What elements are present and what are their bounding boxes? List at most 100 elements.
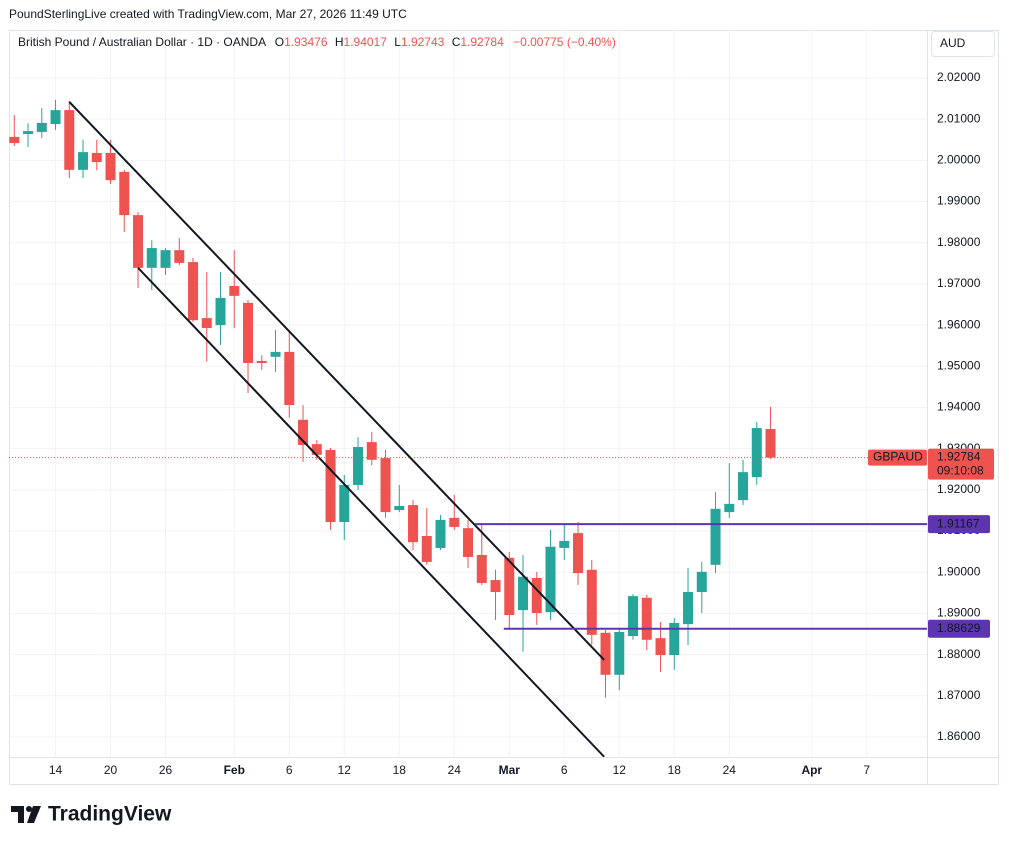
candle-body: [394, 505, 405, 511]
candle-body: [298, 419, 309, 445]
c-value: 1.92784: [460, 35, 504, 49]
y-tick-label: 1.89000: [937, 606, 981, 620]
x-tick-label: Apr: [801, 763, 822, 777]
y-tick-label: 1.90000: [937, 564, 981, 578]
candle-body: [628, 596, 639, 637]
plot: [9, 99, 776, 698]
countdown: 09:10:08: [937, 464, 984, 478]
trendline: [68, 101, 605, 661]
y-tick-label: 1.88000: [937, 647, 981, 661]
l-value: 1.92743: [401, 35, 445, 49]
legend: British Pound / Australian Dollar · 1D ·…: [18, 35, 616, 49]
candle-body: [91, 152, 102, 163]
level-label: 1.91167: [937, 516, 980, 530]
y-tick-label: 1.86000: [937, 729, 981, 743]
candle-body: [518, 576, 529, 611]
candle-body: [188, 262, 199, 321]
candle-body: [738, 472, 749, 501]
level-tag: [928, 619, 990, 638]
candle-body: [600, 632, 611, 675]
candle-body: [270, 351, 281, 357]
candle-body: [724, 503, 735, 513]
candle-body: [64, 110, 75, 170]
candle-body: [586, 569, 597, 635]
candle-body: [408, 505, 419, 543]
x-tick-label: 6: [561, 763, 568, 777]
candle-body: [366, 442, 377, 460]
x-tick-label: 24: [448, 763, 462, 777]
x-tick-label: 12: [613, 763, 627, 777]
candle-body: [655, 638, 666, 656]
symbol-title: British Pound / Australian Dollar · 1D ·…: [18, 35, 266, 49]
candle-body: [325, 449, 336, 522]
candle-body: [146, 248, 157, 268]
candle-body: [476, 554, 487, 583]
x-tick-label: 14: [49, 763, 63, 777]
logo-mark: [11, 806, 24, 823]
candle-body: [765, 429, 776, 458]
last-price-label: 1.92784: [937, 450, 981, 464]
c-label: C: [452, 35, 461, 49]
candle-body: [215, 297, 226, 326]
header: PoundSterlingLive created with TradingVi…: [9, 7, 407, 21]
y-tick-label: 2.00000: [937, 153, 981, 167]
currency-button[interactable]: [931, 31, 995, 57]
candle-body: [463, 528, 474, 557]
x-tick-label: 6: [286, 763, 293, 777]
logo-dot: [26, 806, 32, 812]
y-tick-label: 1.98000: [937, 235, 981, 249]
o-label: O: [275, 35, 284, 49]
candle-body: [311, 444, 322, 455]
brand-logo: [11, 806, 41, 823]
candle-body: [531, 577, 542, 614]
x-tick-label: 24: [723, 763, 737, 777]
x-tick-label: Feb: [224, 763, 245, 777]
level-tag: [928, 515, 990, 534]
candle-body: [256, 360, 267, 364]
candle-body: [614, 631, 625, 675]
x-tick-label: 26: [159, 763, 173, 777]
candle-body: [669, 622, 680, 656]
candle-body: [243, 302, 254, 364]
candle-body: [23, 131, 34, 134]
candle-body: [119, 171, 130, 216]
candle-body: [133, 215, 144, 268]
symbol-label: GBPAUD: [873, 450, 923, 464]
y-tick-label: 1.94000: [937, 400, 981, 414]
candle-body: [174, 250, 185, 263]
symbol-tag: [868, 449, 927, 466]
candle-body: [751, 428, 762, 478]
o-value: 1.93476: [284, 35, 328, 49]
candle-body: [36, 122, 47, 132]
x-tick-label: 12: [338, 763, 352, 777]
candle-body: [710, 508, 721, 565]
candle-body: [504, 557, 515, 616]
y-tick-label: 1.96000: [937, 317, 981, 331]
l-label: L: [394, 35, 401, 49]
candle-body: [160, 250, 171, 268]
y-tick-label: 2.02000: [937, 70, 981, 84]
logo-mark: [27, 806, 41, 823]
candle-body: [490, 580, 501, 593]
x-tick-label: Mar: [499, 763, 521, 777]
candle-body: [339, 484, 350, 522]
candle-body: [545, 546, 556, 613]
x-tick-label: 18: [393, 763, 407, 777]
candle-body: [573, 533, 584, 574]
currency: AUD: [940, 36, 966, 50]
change: −0.00775 (−0.40%): [513, 35, 616, 49]
candle-body: [353, 447, 364, 485]
candle-body: [421, 535, 432, 562]
x-tick-label: 20: [104, 763, 118, 777]
x-tick-label: 18: [668, 763, 682, 777]
candle-body: [284, 351, 295, 406]
level-label: 1.88629: [937, 621, 981, 635]
h-value: 1.94017: [344, 35, 388, 49]
candle-body: [683, 592, 694, 625]
y-tick-label: 1.99000: [937, 194, 981, 208]
y-tick-label: 1.95000: [937, 358, 981, 372]
candle-body: [201, 318, 212, 328]
candle-body: [105, 152, 116, 181]
